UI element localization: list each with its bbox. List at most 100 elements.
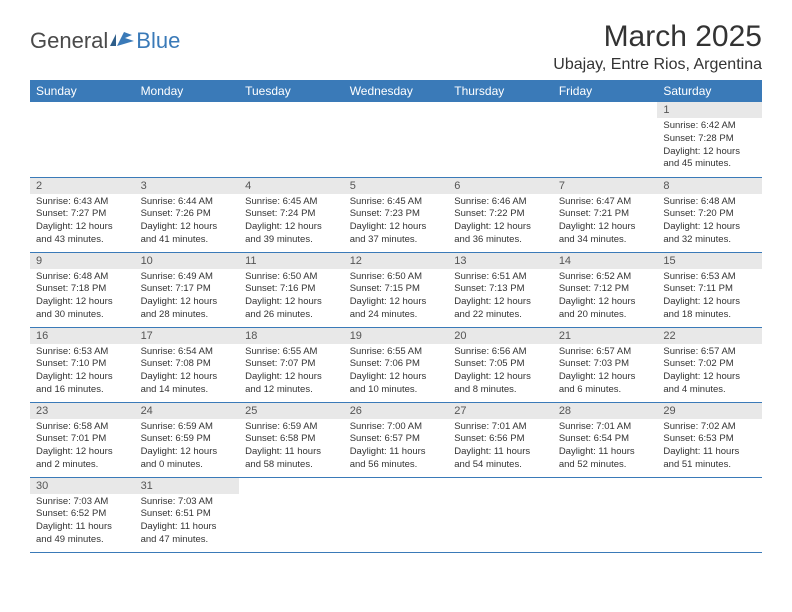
day-number: 29: [657, 403, 762, 419]
calendar-day-cell: 7Sunrise: 6:47 AMSunset: 7:21 PMDaylight…: [553, 177, 658, 252]
calendar-day-cell: [344, 102, 449, 177]
day-number: 25: [239, 403, 344, 419]
calendar-day-cell: 6Sunrise: 6:46 AMSunset: 7:22 PMDaylight…: [448, 177, 553, 252]
day-sunrise: Sunrise: 7:01 AM: [454, 421, 547, 434]
calendar-week-row: 16Sunrise: 6:53 AMSunset: 7:10 PMDayligh…: [30, 327, 762, 402]
day-sunset: Sunset: 7:16 PM: [245, 283, 338, 296]
day-info: Sunrise: 6:48 AMSunset: 7:20 PMDaylight:…: [657, 194, 762, 251]
calendar-day-cell: 24Sunrise: 6:59 AMSunset: 6:59 PMDayligh…: [135, 402, 240, 477]
day-info: Sunrise: 6:55 AMSunset: 7:06 PMDaylight:…: [344, 344, 449, 401]
calendar-day-cell: 12Sunrise: 6:50 AMSunset: 7:15 PMDayligh…: [344, 252, 449, 327]
day-daylight2: and 34 minutes.: [559, 234, 652, 247]
day-daylight2: and 16 minutes.: [36, 384, 129, 397]
calendar-day-cell: [239, 102, 344, 177]
day-sunrise: Sunrise: 6:57 AM: [663, 346, 756, 359]
day-sunset: Sunset: 7:28 PM: [663, 133, 756, 146]
day-daylight1: Daylight: 11 hours: [454, 446, 547, 459]
day-info: Sunrise: 7:02 AMSunset: 6:53 PMDaylight:…: [657, 419, 762, 476]
day-daylight1: Daylight: 12 hours: [454, 371, 547, 384]
day-daylight2: and 28 minutes.: [141, 309, 234, 322]
calendar-day-cell: 25Sunrise: 6:59 AMSunset: 6:58 PMDayligh…: [239, 402, 344, 477]
day-sunrise: Sunrise: 7:02 AM: [663, 421, 756, 434]
logo-text-blue: Blue: [136, 28, 180, 54]
day-number: 13: [448, 253, 553, 269]
day-info: Sunrise: 6:53 AMSunset: 7:11 PMDaylight:…: [657, 269, 762, 326]
day-daylight1: Daylight: 11 hours: [559, 446, 652, 459]
day-number: 10: [135, 253, 240, 269]
logo: General Blue: [30, 28, 180, 54]
calendar-day-cell: 5Sunrise: 6:45 AMSunset: 7:23 PMDaylight…: [344, 177, 449, 252]
day-info: Sunrise: 6:59 AMSunset: 6:59 PMDaylight:…: [135, 419, 240, 476]
day-daylight2: and 0 minutes.: [141, 459, 234, 472]
day-daylight1: Daylight: 12 hours: [141, 446, 234, 459]
day-info: Sunrise: 6:46 AMSunset: 7:22 PMDaylight:…: [448, 194, 553, 251]
day-number: 5: [344, 178, 449, 194]
day-sunrise: Sunrise: 7:03 AM: [141, 496, 234, 509]
day-number: 7: [553, 178, 658, 194]
day-number: 15: [657, 253, 762, 269]
day-sunrise: Sunrise: 6:50 AM: [350, 271, 443, 284]
day-daylight1: Daylight: 11 hours: [141, 521, 234, 534]
calendar-day-cell: 3Sunrise: 6:44 AMSunset: 7:26 PMDaylight…: [135, 177, 240, 252]
day-number: 18: [239, 328, 344, 344]
day-sunrise: Sunrise: 6:53 AM: [36, 346, 129, 359]
day-daylight2: and 6 minutes.: [559, 384, 652, 397]
day-daylight2: and 45 minutes.: [663, 158, 756, 171]
day-number: 23: [30, 403, 135, 419]
day-sunrise: Sunrise: 6:46 AM: [454, 196, 547, 209]
day-info: Sunrise: 7:00 AMSunset: 6:57 PMDaylight:…: [344, 419, 449, 476]
calendar-day-cell: [239, 477, 344, 552]
day-daylight1: Daylight: 12 hours: [36, 446, 129, 459]
day-daylight1: Daylight: 12 hours: [663, 371, 756, 384]
day-sunset: Sunset: 6:51 PM: [141, 508, 234, 521]
day-daylight1: Daylight: 12 hours: [141, 221, 234, 234]
day-daylight2: and 58 minutes.: [245, 459, 338, 472]
day-number: 12: [344, 253, 449, 269]
day-info: Sunrise: 6:45 AMSunset: 7:23 PMDaylight:…: [344, 194, 449, 251]
weekday-header: Tuesday: [239, 80, 344, 102]
day-daylight1: Daylight: 12 hours: [245, 371, 338, 384]
day-sunset: Sunset: 7:05 PM: [454, 358, 547, 371]
day-sunset: Sunset: 7:01 PM: [36, 433, 129, 446]
day-daylight2: and 41 minutes.: [141, 234, 234, 247]
day-daylight1: Daylight: 12 hours: [559, 296, 652, 309]
day-info: Sunrise: 6:53 AMSunset: 7:10 PMDaylight:…: [30, 344, 135, 401]
day-sunrise: Sunrise: 6:53 AM: [663, 271, 756, 284]
day-sunrise: Sunrise: 6:52 AM: [559, 271, 652, 284]
day-sunset: Sunset: 7:08 PM: [141, 358, 234, 371]
day-daylight2: and 39 minutes.: [245, 234, 338, 247]
day-sunrise: Sunrise: 6:59 AM: [245, 421, 338, 434]
calendar-day-cell: 31Sunrise: 7:03 AMSunset: 6:51 PMDayligh…: [135, 477, 240, 552]
day-sunrise: Sunrise: 6:58 AM: [36, 421, 129, 434]
day-sunset: Sunset: 7:26 PM: [141, 208, 234, 221]
day-info: Sunrise: 6:42 AMSunset: 7:28 PMDaylight:…: [657, 118, 762, 175]
calendar-day-cell: [30, 102, 135, 177]
calendar-day-cell: 22Sunrise: 6:57 AMSunset: 7:02 PMDayligh…: [657, 327, 762, 402]
day-info: Sunrise: 7:01 AMSunset: 6:54 PMDaylight:…: [553, 419, 658, 476]
day-sunset: Sunset: 7:13 PM: [454, 283, 547, 296]
day-daylight2: and 56 minutes.: [350, 459, 443, 472]
day-info: Sunrise: 6:50 AMSunset: 7:15 PMDaylight:…: [344, 269, 449, 326]
day-sunset: Sunset: 6:53 PM: [663, 433, 756, 446]
day-number: 30: [30, 478, 135, 494]
day-sunrise: Sunrise: 6:50 AM: [245, 271, 338, 284]
day-sunrise: Sunrise: 6:56 AM: [454, 346, 547, 359]
day-daylight1: Daylight: 12 hours: [36, 221, 129, 234]
day-daylight1: Daylight: 12 hours: [663, 296, 756, 309]
calendar-day-cell: 11Sunrise: 6:50 AMSunset: 7:16 PMDayligh…: [239, 252, 344, 327]
day-sunrise: Sunrise: 6:54 AM: [141, 346, 234, 359]
day-number: 21: [553, 328, 658, 344]
day-sunset: Sunset: 6:59 PM: [141, 433, 234, 446]
day-daylight2: and 14 minutes.: [141, 384, 234, 397]
day-number: 22: [657, 328, 762, 344]
day-daylight2: and 30 minutes.: [36, 309, 129, 322]
day-info: Sunrise: 6:56 AMSunset: 7:05 PMDaylight:…: [448, 344, 553, 401]
day-info: Sunrise: 6:57 AMSunset: 7:03 PMDaylight:…: [553, 344, 658, 401]
day-daylight2: and 52 minutes.: [559, 459, 652, 472]
calendar-day-cell: [553, 102, 658, 177]
day-info: Sunrise: 6:51 AMSunset: 7:13 PMDaylight:…: [448, 269, 553, 326]
calendar-day-cell: [344, 477, 449, 552]
day-daylight1: Daylight: 12 hours: [350, 221, 443, 234]
day-number: 19: [344, 328, 449, 344]
day-daylight1: Daylight: 12 hours: [36, 296, 129, 309]
